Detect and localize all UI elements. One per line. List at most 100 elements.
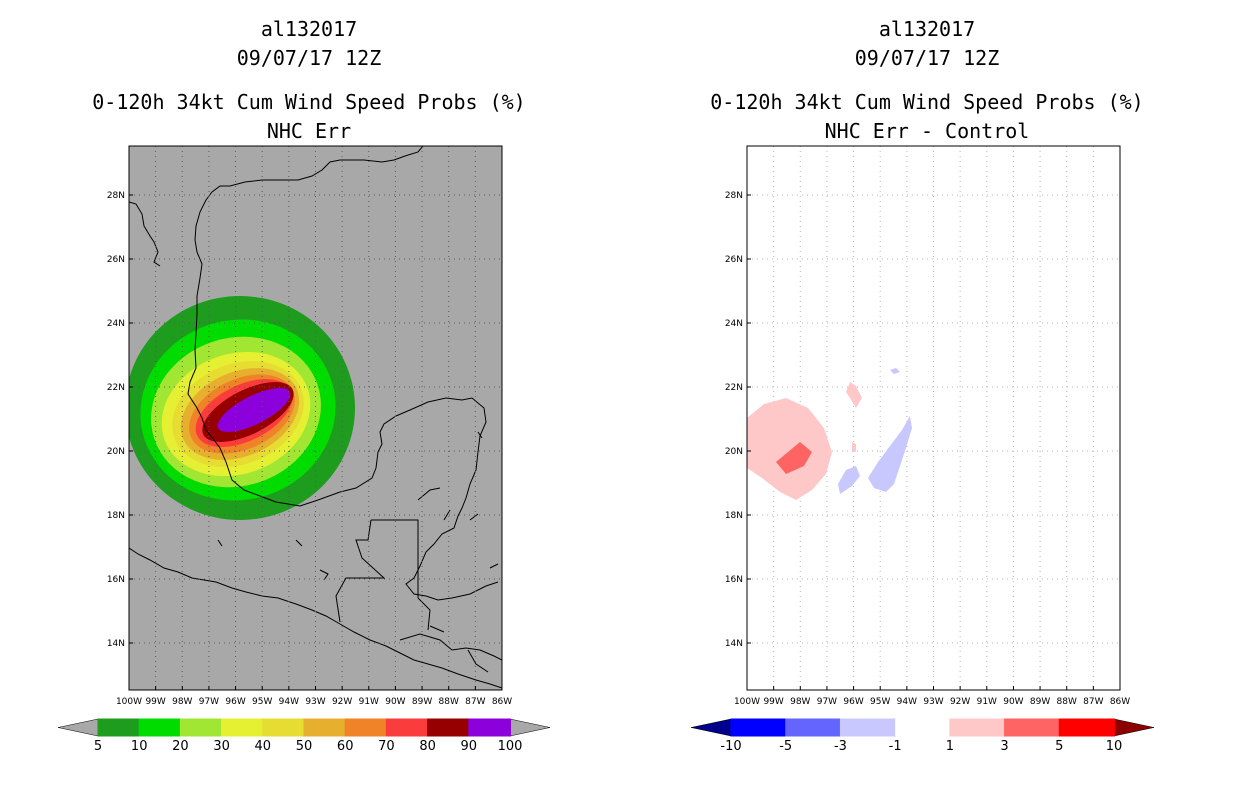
- colorbar-swatch: [344, 718, 388, 737]
- lon-label: 90W: [385, 697, 405, 707]
- colorbar-swatch: [785, 718, 842, 737]
- lon-label: 88W: [1057, 697, 1077, 707]
- left-axis-labels: 28N 26N 24N 22N 20N 18N 16N 14N 100W 99W 98W 97W 96W…: [107, 191, 512, 707]
- colorbar-label: -3: [834, 739, 847, 754]
- lat-label: 16N: [725, 575, 743, 585]
- colorbar-swatch: [730, 718, 787, 737]
- colorbar-swatch: [97, 718, 141, 737]
- colorbar-label: 60: [337, 739, 354, 754]
- lon-label: 89W: [1030, 697, 1050, 707]
- lat-label: 24N: [107, 319, 125, 329]
- right-subtitle: NHC Err - Control: [824, 119, 1030, 143]
- lon-label: 89W: [412, 697, 432, 707]
- colorbar-label: 30: [213, 739, 230, 754]
- lat-label: 26N: [725, 255, 743, 265]
- lon-label: 91W: [977, 697, 997, 707]
- colorbar-label: 100: [498, 739, 523, 754]
- lon-label: 86W: [1110, 697, 1130, 707]
- colorbar-label: 70: [378, 739, 395, 754]
- colorbar-swatch: [895, 719, 951, 736]
- lon-label: 100W: [116, 697, 142, 707]
- lon-label: 96W: [225, 697, 245, 707]
- lon-label: 94W: [279, 697, 299, 707]
- lon-label: 92W: [332, 697, 352, 707]
- right-colorbar: -10 -5 -3 -1 1 3 5 10: [690, 718, 1155, 754]
- diff-positive-small-mid: [852, 442, 856, 452]
- colorbar-label: 90: [461, 739, 478, 754]
- lat-label: 16N: [107, 575, 125, 585]
- right-storm-id: al132017: [878, 17, 976, 41]
- left-subtitle: NHC Err: [266, 119, 352, 143]
- diff-positive-small-north: [846, 382, 862, 408]
- lon-label: 93W: [305, 697, 325, 707]
- colorbar-label: 1: [946, 739, 954, 754]
- lat-label: 20N: [107, 447, 125, 457]
- right-gridlines: [747, 146, 1120, 690]
- lon-label: 92W: [950, 697, 970, 707]
- lat-label: 24N: [725, 319, 743, 329]
- lon-label: 87W: [465, 697, 485, 707]
- colorbar-label: 50: [296, 739, 313, 754]
- colorbar-swatch: [1004, 718, 1061, 737]
- colorbar-label: 10: [1106, 739, 1123, 754]
- colorbar-swatch: [468, 718, 511, 737]
- lat-label: 26N: [107, 255, 125, 265]
- lat-label: 14N: [725, 639, 743, 649]
- lat-label: 20N: [725, 447, 743, 457]
- colorbar-label: -1: [889, 739, 902, 754]
- diff-negative-mid: [838, 466, 860, 494]
- diff-negative-east: [868, 416, 912, 492]
- colorbar-under-arrow: [57, 718, 99, 737]
- left-gridlines: [129, 146, 502, 690]
- lat-label: 22N: [725, 383, 743, 393]
- left-storm-id: al132017: [260, 17, 358, 41]
- lon-label: 91W: [359, 697, 379, 707]
- colorbar-swatch: [385, 718, 429, 737]
- lat-label: 28N: [107, 191, 125, 201]
- right-difference-field: [747, 368, 912, 500]
- lat-label: 22N: [107, 383, 125, 393]
- lon-label: 95W: [252, 697, 272, 707]
- lon-label: 99W: [763, 697, 783, 707]
- colorbar-label: 5: [94, 739, 102, 754]
- lon-label: 87W: [1083, 697, 1103, 707]
- colorbar-label: -5: [779, 739, 792, 754]
- lon-label: 93W: [923, 697, 943, 707]
- colorbar-label: 10: [131, 739, 148, 754]
- lat-label: 14N: [107, 639, 125, 649]
- lon-label: 97W: [817, 697, 837, 707]
- lon-label: 96W: [843, 697, 863, 707]
- right-map: 28N 26N 24N 22N 20N 18N 16N 14N 100W 99W 98W 97W 96W…: [725, 145, 1130, 707]
- colorbar-label: 40: [255, 739, 272, 754]
- colorbar-label: 80: [419, 739, 436, 754]
- colorbar-swatch: [179, 718, 223, 737]
- colorbar-swatch: [427, 718, 470, 737]
- left-datetime: 09/07/17 12Z: [236, 46, 382, 70]
- left-map: 28N 26N 24N 22N 20N 18N 16N 14N 100W 99W 98W 97W 96W…: [107, 145, 512, 707]
- colorbar-label: 20: [172, 739, 189, 754]
- lon-label: 86W: [492, 697, 512, 707]
- colorbar-swatch: [949, 718, 1006, 737]
- left-product-title: 0-120h 34kt Cum Wind Speed Probs (%): [92, 90, 526, 114]
- left-colorbar: 5 10 20 30 40 50 60 70 80 90 100: [57, 718, 551, 754]
- lat-label: 18N: [107, 511, 125, 521]
- diff-positive-3to5-west: [776, 442, 812, 474]
- diff-positive-1to3-west: [747, 398, 832, 500]
- lon-label: 98W: [172, 697, 192, 707]
- colorbar-label: -10: [720, 739, 741, 754]
- right-datetime: 09/07/17 12Z: [854, 46, 1000, 70]
- lon-label: 99W: [145, 697, 165, 707]
- lon-label: 94W: [897, 697, 917, 707]
- colorbar-over-arrow: [509, 718, 551, 737]
- lon-label: 95W: [870, 697, 890, 707]
- lon-label: 90W: [1003, 697, 1023, 707]
- colorbar-label: 5: [1055, 739, 1063, 754]
- colorbar-swatch: [1058, 718, 1116, 737]
- colorbar-swatch: [839, 718, 897, 737]
- colorbar-swatch: [262, 718, 305, 737]
- colorbar-under-arrow: [690, 718, 732, 737]
- right-product-title: 0-120h 34kt Cum Wind Speed Probs (%): [710, 90, 1144, 114]
- lon-label: 100W: [734, 697, 760, 707]
- colorbar-swatch: [221, 718, 264, 737]
